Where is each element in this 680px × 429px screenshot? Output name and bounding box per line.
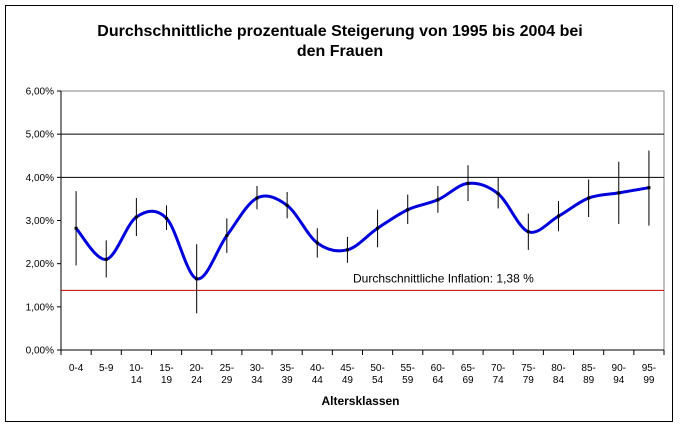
gridlines bbox=[61, 133, 664, 178]
x-tick-label: 80- bbox=[551, 363, 565, 374]
x-tick-label-line2: 14 bbox=[131, 375, 143, 386]
y-tick-label: 1,00% bbox=[26, 302, 54, 313]
x-tick-label-line2: 84 bbox=[553, 375, 565, 386]
data-point bbox=[225, 234, 229, 238]
data-point bbox=[165, 216, 169, 220]
data-point bbox=[406, 208, 410, 212]
x-tick-label: 85- bbox=[581, 363, 595, 374]
x-tick-label: 35- bbox=[280, 363, 294, 374]
data-point bbox=[315, 241, 319, 245]
x-tick-label: 95- bbox=[642, 363, 656, 374]
chart-title: Durchschnittliche prozentuale Steigerung… bbox=[0, 22, 680, 62]
x-tick-label: 20- bbox=[189, 363, 203, 374]
x-tick-label-line2: 54 bbox=[372, 375, 384, 386]
x-tick-label-line2: 34 bbox=[251, 375, 263, 386]
x-tick-label: 15- bbox=[159, 363, 173, 374]
data-point bbox=[526, 230, 530, 234]
x-tick-label-line2: 19 bbox=[161, 375, 173, 386]
data-point bbox=[436, 198, 440, 202]
x-tick-label: 0-4 bbox=[69, 363, 84, 374]
x-tick-label: 30- bbox=[250, 363, 264, 374]
x-tick-label-line2: 99 bbox=[643, 375, 655, 386]
x-tick-label-line2: 29 bbox=[221, 375, 233, 386]
data-point bbox=[556, 214, 560, 218]
y-tick-label: 0,00% bbox=[26, 346, 54, 357]
data-point bbox=[466, 181, 470, 185]
x-tick-label-line2: 59 bbox=[402, 375, 414, 386]
x-tick-label: 45- bbox=[340, 363, 354, 374]
x-tick-label-line2: 94 bbox=[613, 375, 625, 386]
data-point bbox=[104, 257, 108, 261]
data-point bbox=[74, 226, 78, 230]
x-tick-label: 50- bbox=[370, 363, 384, 374]
x-axis-label: Altersklassen bbox=[321, 394, 399, 408]
x-tick-label-line2: 64 bbox=[432, 375, 444, 386]
x-tick-label-line2: 69 bbox=[462, 375, 474, 386]
y-tick-label: 6,00% bbox=[26, 87, 54, 98]
y-tick-label: 4,00% bbox=[26, 173, 54, 184]
y-tick-label: 5,00% bbox=[26, 130, 54, 141]
x-tick-label: 40- bbox=[310, 363, 324, 374]
x-tick-label-line2: 79 bbox=[523, 375, 535, 386]
x-tick-label: 90- bbox=[612, 363, 626, 374]
data-points bbox=[74, 181, 651, 281]
data-point bbox=[345, 248, 349, 252]
x-tick-label-line2: 24 bbox=[191, 375, 203, 386]
data-point bbox=[134, 215, 138, 219]
series-line bbox=[74, 181, 650, 281]
data-point bbox=[376, 226, 380, 230]
x-tick-label: 55- bbox=[400, 363, 414, 374]
x-tick-label: 10- bbox=[129, 363, 143, 374]
x-tick-label: 70- bbox=[491, 363, 505, 374]
y-axis: 0,00% 1,00% 2,00% 3,00% 4,00% 5,00% 6,00% bbox=[26, 87, 62, 357]
x-tick-label: 5-9 bbox=[99, 363, 114, 374]
x-tick-label: 60- bbox=[431, 363, 445, 374]
data-point bbox=[647, 186, 651, 190]
data-point bbox=[617, 191, 621, 195]
inflation-label: Durchschnittliche Inflation: 1,38 % bbox=[353, 271, 534, 285]
x-tick-label: 25- bbox=[220, 363, 234, 374]
x-tick-label: 75- bbox=[521, 363, 535, 374]
data-point bbox=[195, 277, 199, 281]
x-axis: 0-4 5-9 10-1415-1920-2425-2930-3435-3940-4… bbox=[60, 349, 665, 386]
y-tick-label: 2,00% bbox=[26, 259, 54, 270]
data-point bbox=[496, 192, 500, 196]
data-point bbox=[587, 196, 591, 200]
chart-title-line-2: den Frauen bbox=[296, 43, 384, 60]
data-point bbox=[285, 203, 289, 207]
plot-area bbox=[60, 90, 665, 351]
x-tick-label: 65- bbox=[461, 363, 475, 374]
x-tick-label-line2: 44 bbox=[312, 375, 324, 386]
data-point bbox=[255, 196, 259, 200]
x-tick-label-line2: 39 bbox=[282, 375, 294, 386]
x-tick-label-line2: 49 bbox=[342, 375, 354, 386]
chart-title-line-1: Durchschnittliche prozentuale Steigerung… bbox=[97, 23, 583, 40]
x-tick-label-line2: 74 bbox=[493, 375, 505, 386]
y-tick-label: 3,00% bbox=[26, 216, 54, 227]
error-bars bbox=[75, 150, 650, 314]
x-tick-label-line2: 89 bbox=[583, 375, 595, 386]
